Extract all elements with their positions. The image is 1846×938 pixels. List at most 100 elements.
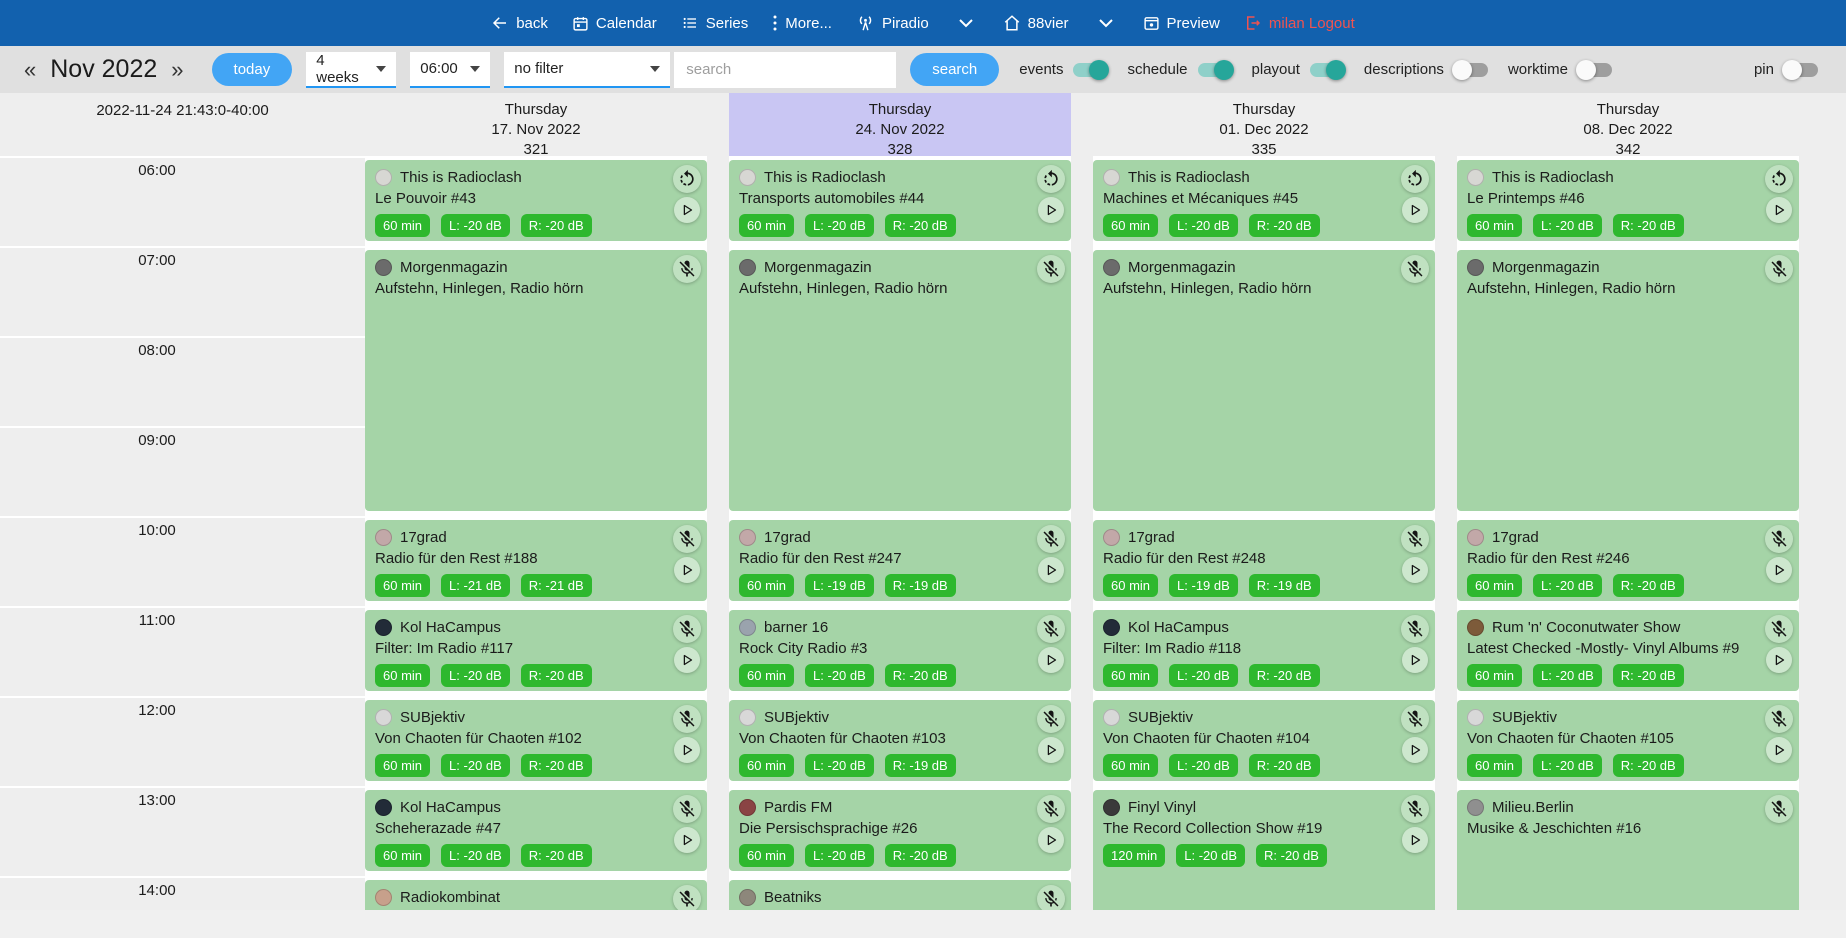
toggle-switch-schedule[interactable] bbox=[1197, 59, 1234, 80]
play-button[interactable] bbox=[1402, 647, 1428, 673]
mic-off-icon[interactable] bbox=[1037, 795, 1065, 823]
mic-off-icon[interactable] bbox=[1401, 255, 1429, 283]
event-card[interactable]: Morgenmagazin Aufstehn, Hinlegen, Radio h… bbox=[729, 250, 1071, 511]
toggle-switch-worktime[interactable] bbox=[1575, 59, 1612, 80]
toggle-switch-events[interactable] bbox=[1073, 59, 1110, 80]
mic-off-icon[interactable] bbox=[673, 795, 701, 823]
mic-off-icon[interactable] bbox=[1037, 255, 1065, 283]
mic-off-icon[interactable] bbox=[1401, 615, 1429, 643]
mic-off-icon[interactable] bbox=[1401, 525, 1429, 553]
nav-item-series[interactable]: Series bbox=[681, 15, 748, 32]
event-card[interactable]: Radiokombinat bbox=[365, 880, 707, 910]
day-column-header[interactable]: Thursday 17. Nov 2022 321 bbox=[365, 93, 707, 158]
mic-off-icon[interactable] bbox=[1765, 795, 1793, 823]
play-button[interactable] bbox=[1038, 647, 1064, 673]
day-column-header[interactable]: Thursday 24. Nov 2022 328 bbox=[729, 93, 1071, 158]
event-card[interactable]: SUBjektiv Von Chaoten für Chaoten #102 60 … bbox=[365, 700, 707, 781]
nav-item-station[interactable]: Piradio bbox=[856, 14, 929, 33]
play-button[interactable] bbox=[1766, 647, 1792, 673]
back-button[interactable]: back bbox=[491, 14, 548, 32]
prev-month-button[interactable]: « bbox=[24, 56, 37, 82]
play-button[interactable] bbox=[1766, 737, 1792, 763]
event-card[interactable]: SUBjektiv Von Chaoten für Chaoten #105 60 … bbox=[1457, 700, 1799, 781]
repeat-icon[interactable] bbox=[1765, 165, 1793, 193]
play-button[interactable] bbox=[674, 197, 700, 223]
mic-off-icon[interactable] bbox=[1765, 615, 1793, 643]
event-card[interactable]: Morgenmagazin Aufstehn, Hinlegen, Radio h… bbox=[1093, 250, 1435, 511]
event-card[interactable]: 17grad Radio für den Rest #188 60 min L: -2… bbox=[365, 520, 707, 601]
mic-off-icon[interactable] bbox=[1037, 885, 1065, 910]
search-button[interactable]: search bbox=[910, 53, 1000, 86]
event-card[interactable]: Morgenmagazin Aufstehn, Hinlegen, Radio h… bbox=[365, 250, 707, 511]
event-card[interactable]: 17grad Radio für den Rest #246 60 min L: -2… bbox=[1457, 520, 1799, 601]
event-card[interactable]: This is Radioclash Le Pouvoir #43 60 min L:… bbox=[365, 160, 707, 241]
play-button[interactable] bbox=[1402, 827, 1428, 853]
event-card[interactable]: 17grad Radio für den Rest #247 60 min L: -1… bbox=[729, 520, 1071, 601]
event-card[interactable]: 17grad Radio für den Rest #248 60 min L: -1… bbox=[1093, 520, 1435, 601]
mic-off-icon[interactable] bbox=[1037, 615, 1065, 643]
mic-off-icon[interactable] bbox=[673, 525, 701, 553]
event-card[interactable]: Pardis FM Die Persischsprachige #26 60 min… bbox=[729, 790, 1071, 871]
repeat-icon[interactable] bbox=[673, 165, 701, 193]
nav-item-more[interactable]: More... bbox=[772, 14, 832, 32]
event-card[interactable]: Finyl Vinyl The Record Collection Show #1… bbox=[1093, 790, 1435, 910]
play-button[interactable] bbox=[674, 737, 700, 763]
search-input[interactable] bbox=[674, 51, 897, 88]
mic-off-icon[interactable] bbox=[1037, 525, 1065, 553]
event-card[interactable]: SUBjektiv Von Chaoten für Chaoten #104 60 … bbox=[1093, 700, 1435, 781]
play-button[interactable] bbox=[1038, 827, 1064, 853]
play-button[interactable] bbox=[674, 647, 700, 673]
play-button[interactable] bbox=[1038, 197, 1064, 223]
toggle-switch-descriptions[interactable] bbox=[1451, 59, 1488, 80]
range-select[interactable]: 4 weeks bbox=[306, 51, 397, 88]
repeat-icon[interactable] bbox=[1037, 165, 1065, 193]
logout-button[interactable]: milan Logout bbox=[1244, 14, 1355, 32]
event-card[interactable]: Beatniks bbox=[729, 880, 1071, 910]
mic-off-icon[interactable] bbox=[1401, 795, 1429, 823]
play-button[interactable] bbox=[1038, 737, 1064, 763]
play-button[interactable] bbox=[1038, 557, 1064, 583]
play-button[interactable] bbox=[1766, 557, 1792, 583]
toggle-switch-pin[interactable] bbox=[1782, 59, 1818, 80]
play-button[interactable] bbox=[1402, 737, 1428, 763]
play-button[interactable] bbox=[1402, 557, 1428, 583]
nav-item-channel[interactable]: 88vier bbox=[1003, 14, 1069, 32]
event-card[interactable]: Milieu.Berlin Musike & Jeschichten #16 bbox=[1457, 790, 1799, 910]
mic-off-icon[interactable] bbox=[673, 255, 701, 283]
day-column-header[interactable]: Thursday 01. Dec 2022 335 bbox=[1093, 93, 1435, 158]
filter-select[interactable]: no filter bbox=[504, 51, 671, 88]
mic-off-icon[interactable] bbox=[673, 885, 701, 910]
mic-off-icon[interactable] bbox=[673, 615, 701, 643]
event-card[interactable]: barner 16 Rock City Radio #3 60 min L: -20 … bbox=[729, 610, 1071, 691]
event-card[interactable]: This is Radioclash Transports automobiles… bbox=[729, 160, 1071, 241]
mic-off-icon[interactable] bbox=[1765, 705, 1793, 733]
mic-off-icon[interactable] bbox=[1765, 255, 1793, 283]
preview-button[interactable]: Preview bbox=[1143, 15, 1220, 32]
event-card[interactable]: This is Radioclash Machines et Mécaniques… bbox=[1093, 160, 1435, 241]
event-card[interactable]: Kol HaCampus Scheherazade #47 60 min L: -20… bbox=[365, 790, 707, 871]
event-card[interactable]: Rum 'n' Coconutwater Show Latest Checked … bbox=[1457, 610, 1799, 691]
event-card[interactable]: Kol HaCampus Filter: Im Radio #117 60 min L… bbox=[365, 610, 707, 691]
event-card[interactable]: Morgenmagazin Aufstehn, Hinlegen, Radio h… bbox=[1457, 250, 1799, 511]
mic-off-icon[interactable] bbox=[673, 705, 701, 733]
next-month-button[interactable]: » bbox=[171, 56, 184, 82]
repeat-icon[interactable] bbox=[1401, 165, 1429, 193]
nav-item-calendar[interactable]: Calendar bbox=[572, 15, 657, 32]
day-column-header[interactable]: Thursday 08. Dec 2022 342 bbox=[1457, 93, 1799, 158]
mic-off-icon[interactable] bbox=[1765, 525, 1793, 553]
play-button[interactable] bbox=[674, 557, 700, 583]
event-card[interactable]: Kol HaCampus Filter: Im Radio #118 60 min L… bbox=[1093, 610, 1435, 691]
today-button[interactable]: today bbox=[211, 53, 293, 86]
event-card[interactable]: This is Radioclash Le Printemps #46 60 min… bbox=[1457, 160, 1799, 241]
channel-chevron-down-icon[interactable] bbox=[1098, 18, 1113, 28]
toggle-switch-playout[interactable] bbox=[1309, 59, 1346, 80]
mic-off-icon[interactable] bbox=[1401, 705, 1429, 733]
play-button[interactable] bbox=[1402, 197, 1428, 223]
play-button[interactable] bbox=[674, 827, 700, 853]
mic-off-icon[interactable] bbox=[1037, 705, 1065, 733]
day-name: Thursday bbox=[504, 101, 568, 118]
start-time-select[interactable]: 06:00 bbox=[410, 51, 491, 88]
station-chevron-down-icon[interactable] bbox=[958, 18, 973, 28]
event-card[interactable]: SUBjektiv Von Chaoten für Chaoten #103 60 … bbox=[729, 700, 1071, 781]
play-button[interactable] bbox=[1766, 197, 1792, 223]
